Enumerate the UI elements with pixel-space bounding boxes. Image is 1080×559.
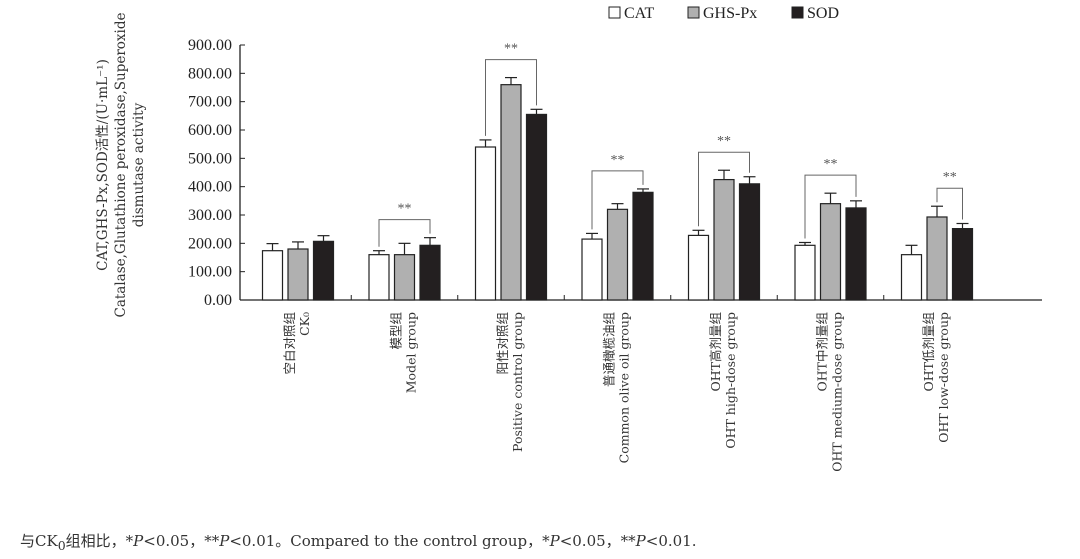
y-tick-label: 900.00 — [188, 37, 232, 54]
x-label-zh: OHT高剂量组 — [708, 312, 723, 392]
significance-label: ** — [504, 42, 518, 57]
x-label-en: Positive control group — [510, 312, 525, 452]
bar-sod — [632, 191, 654, 301]
footnote-text: <0.01. — [645, 532, 697, 550]
x-label-zh: OHT中剂量组 — [815, 312, 830, 392]
footnote-text: 与CK — [20, 532, 58, 550]
y-axis-label-line: dismutase activity — [131, 102, 147, 227]
footnote-text: <0.05，** — [143, 532, 220, 550]
bar-sod — [738, 183, 761, 301]
bar-cat — [474, 146, 497, 301]
bar-cat — [261, 250, 284, 301]
x-label-en: OHT low-dose group — [936, 312, 951, 443]
legend-label: GHS-Px — [703, 5, 757, 22]
bar-ghs-px — [287, 248, 309, 301]
y-tick-label: 300.00 — [188, 207, 232, 224]
bar-sod — [951, 228, 974, 301]
bar-sod — [525, 113, 548, 301]
significance-label: ** — [943, 170, 957, 185]
bar-ghs-px — [926, 216, 948, 301]
y-tick-label: 700.00 — [188, 94, 232, 111]
significance-label: ** — [824, 157, 838, 172]
y-axis-label-line: CAT,GHS-Px,SOD活性/(U·mL⁻¹) — [95, 59, 111, 271]
x-label-en: Common olive oil group — [617, 312, 632, 463]
legend-label: CAT — [624, 5, 654, 22]
bar-ghs-px — [713, 178, 735, 301]
significance-bracket — [804, 174, 857, 239]
x-label-en: Model group — [404, 312, 419, 393]
significance-bracket — [591, 170, 644, 230]
bar-cat — [581, 238, 603, 301]
legend: CAT GHS-Px SOD — [608, 5, 839, 22]
y-tick-label: 400.00 — [188, 179, 232, 196]
bar-sod — [845, 207, 867, 301]
bar-cat — [794, 244, 816, 301]
x-label-zh: OHT低剂量组 — [921, 312, 936, 392]
bar-cat — [900, 254, 923, 301]
significance-label: ** — [398, 202, 412, 217]
legend-label: SOD — [807, 5, 839, 22]
legend-swatch-cat — [608, 6, 621, 19]
y-tick-label: 100.00 — [188, 264, 232, 281]
footnote-text: <0.01。Compared to the control group，* — [229, 532, 550, 550]
footnote-p: P — [133, 532, 144, 550]
y-tick-label: 500.00 — [188, 150, 232, 167]
bar-ghs-px — [606, 208, 629, 301]
bar-cat — [687, 234, 710, 301]
footnote-p: P — [635, 532, 646, 550]
significance-bracket — [378, 219, 431, 247]
bar-ghs-px — [819, 203, 842, 301]
bar-ghs-px — [500, 84, 522, 301]
significance-bracket — [698, 151, 750, 227]
x-axis-labels: 空白对照组 CK₀ 模型组 Model group 阳性对照组 Positive cont… — [282, 312, 951, 472]
bar-sod — [419, 244, 441, 301]
x-label-en: OHT high-dose group — [723, 312, 738, 449]
y-axis-label-line: Catalase,Glutathione peroxidase,Superoxi… — [113, 12, 129, 317]
x-label-zh: 普通橄榄油组 — [602, 312, 617, 387]
footnote-p: P — [219, 532, 230, 550]
x-label-zh: 模型组 — [389, 312, 404, 350]
y-tick-label: 200.00 — [188, 235, 232, 252]
significance-label: ** — [611, 153, 625, 168]
bar-sod — [312, 240, 335, 301]
y-tick-label: 600.00 — [188, 122, 232, 139]
y-axis-label: CAT,GHS-Px,SOD活性/(U·mL⁻¹) Catalase,Glutat… — [95, 12, 147, 317]
bars: ** ** ** ** ** ** — [261, 42, 974, 301]
x-label-zh: 空白对照组 — [282, 312, 297, 375]
x-label-en: CK₀ — [297, 312, 312, 336]
footnote-p: P — [549, 532, 560, 550]
x-label-zh: 阳性对照组 — [495, 312, 510, 375]
significance-bracket — [485, 59, 537, 136]
legend-swatch-sod — [791, 6, 804, 19]
y-tick-label: 800.00 — [188, 65, 232, 82]
footnote-text: 组相比，* — [65, 532, 134, 550]
significance-bracket — [936, 187, 963, 220]
bar-ghs-px — [393, 254, 416, 301]
footnote: 与CK0组相比，*P<0.05，**P<0.01。Compared to the… — [20, 530, 697, 553]
legend-swatch-ghs-px — [687, 6, 700, 19]
y-tick-label: 0.00 — [204, 292, 232, 309]
footnote-text: <0.05，** — [559, 532, 636, 550]
x-label-en: OHT medium-dose group — [830, 312, 845, 472]
significance-label: ** — [717, 134, 731, 149]
footnote-sub: 0 — [57, 538, 66, 553]
bar-cat — [368, 254, 390, 301]
